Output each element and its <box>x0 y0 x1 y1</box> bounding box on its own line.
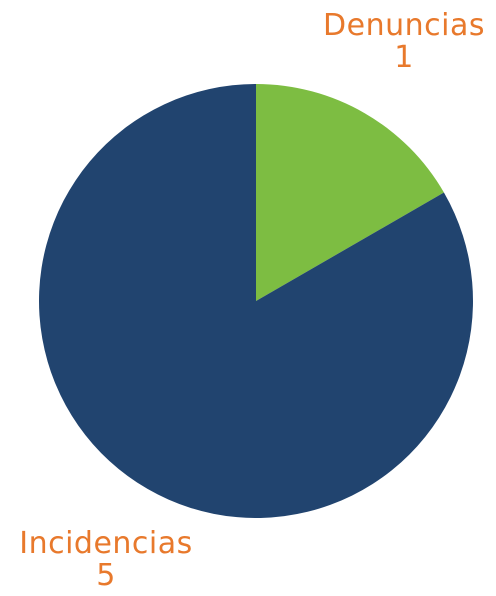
slice-label-denuncias-name: Denuncias <box>323 8 485 43</box>
slice-label-denuncias-value: 1 <box>394 40 414 75</box>
pie-slice-denuncias <box>256 84 444 301</box>
pie-slice-incidencias <box>39 84 474 518</box>
slice-label-incidencias-name: Incidencias <box>19 526 193 561</box>
slice-label-incidencias: Incidencias 5 <box>6 528 206 592</box>
slice-label-incidencias-value: 5 <box>96 558 116 593</box>
slice-label-denuncias: Denuncias 1 <box>306 10 496 74</box>
